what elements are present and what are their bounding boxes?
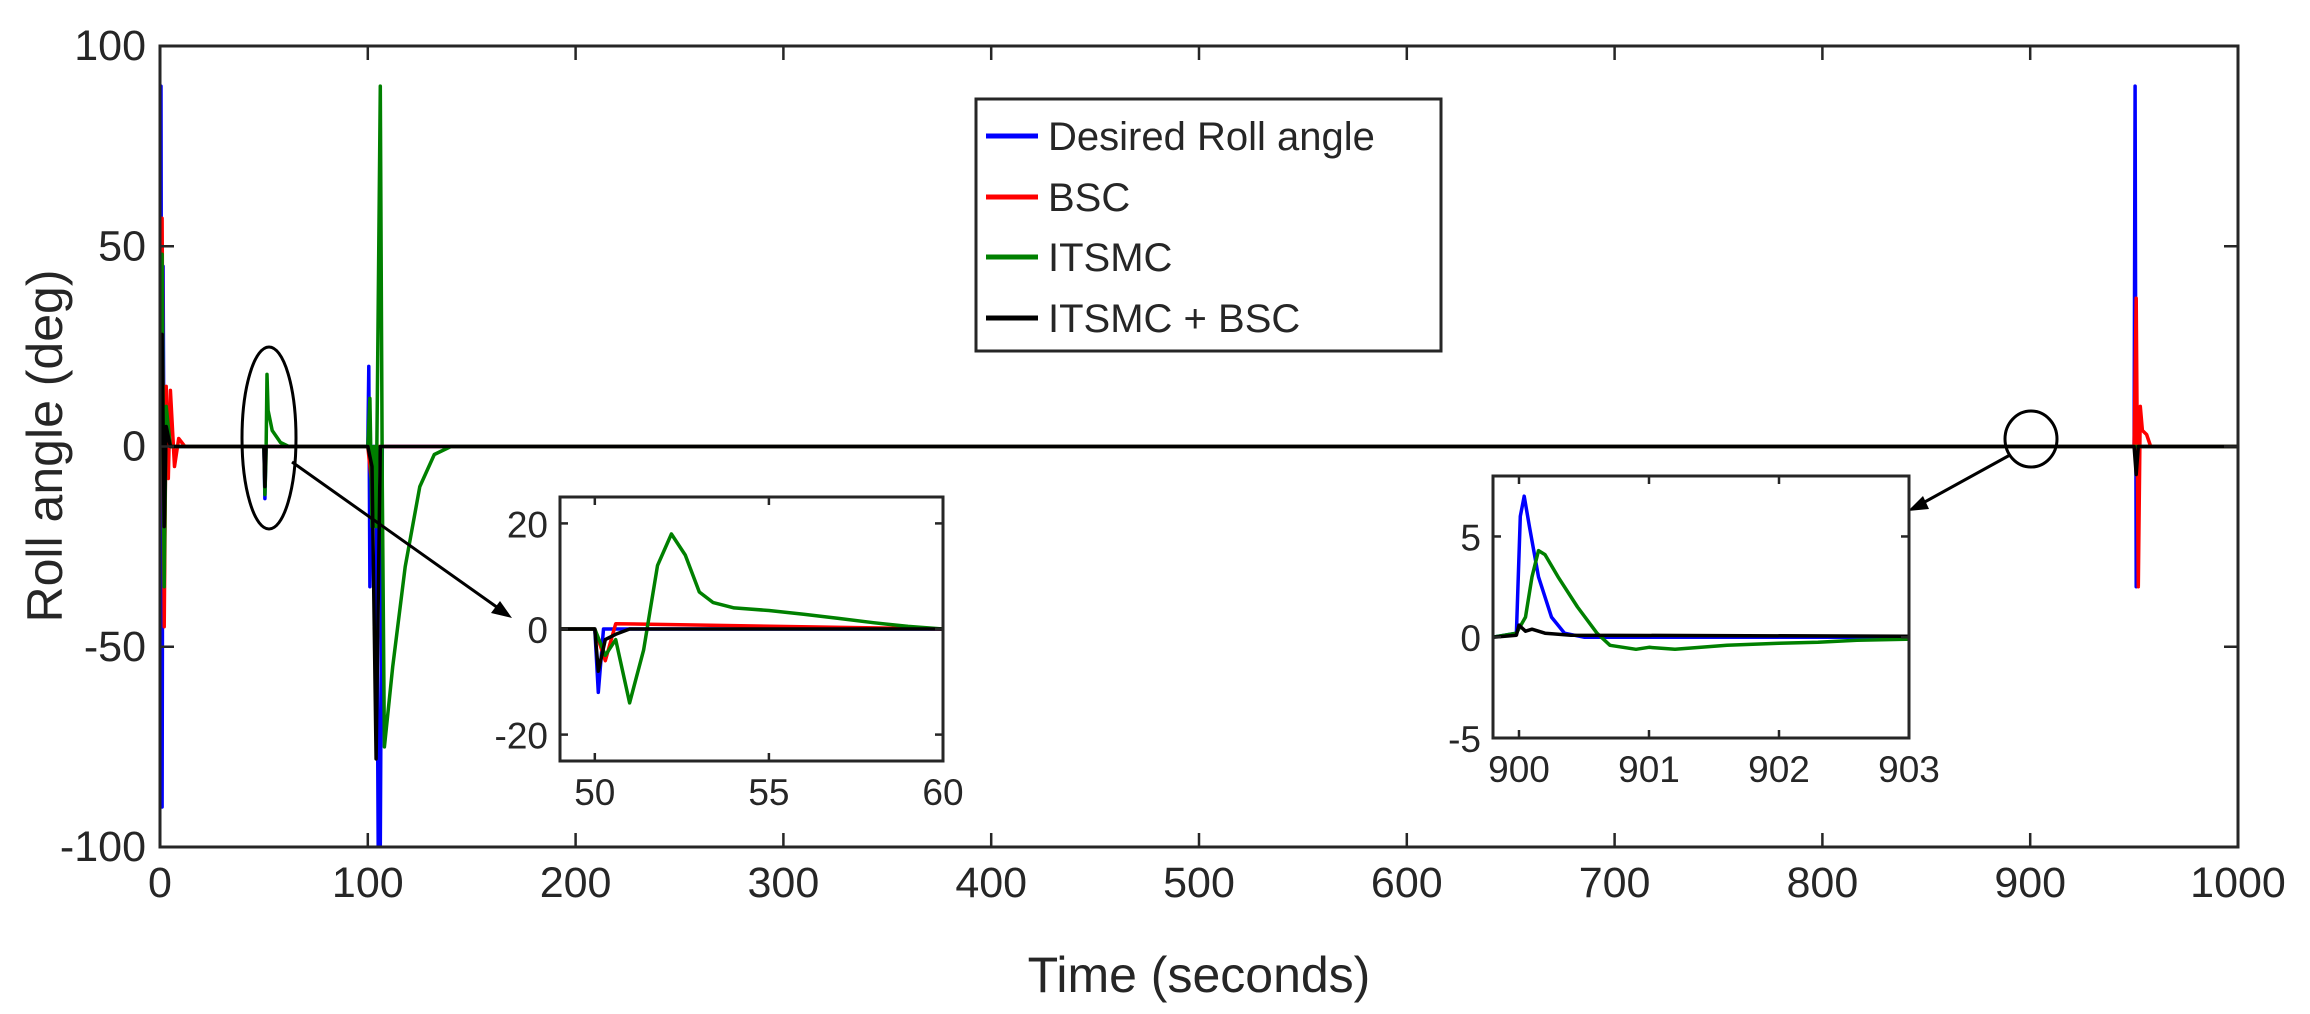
- inset-900-903-ytick-label: 5: [1460, 517, 1481, 558]
- inset-900-903-ytick-label: 0: [1460, 618, 1481, 659]
- inset-50-60-ytick-label: -20: [495, 716, 548, 757]
- main-ytick-label: -50: [84, 623, 146, 671]
- inset-900-903-series-itsmc-bsc: [1493, 623, 1909, 639]
- main-xtick-label: 900: [1994, 859, 2066, 907]
- inset-900-903-xtick-label: 903: [1878, 749, 1940, 790]
- inset-900-903-xtick-label: 902: [1748, 749, 1810, 790]
- inset-900-903-xtick-label: 901: [1618, 749, 1680, 790]
- main-ytick-label: 0: [122, 423, 146, 471]
- legend-label-itsmc: ITSMC: [1048, 236, 1172, 280]
- zoom-arrowhead-50s: [491, 601, 512, 618]
- zoom-annotations: [240, 345, 2059, 618]
- zoom-ellipse-900s: [2003, 409, 2059, 469]
- inset-50-60-series-itsmc-bsc: [560, 627, 943, 673]
- main-ytick-label: 100: [74, 22, 146, 70]
- main-ytick-label: -100: [60, 823, 146, 871]
- zoom-arrow-50s: [291, 460, 509, 617]
- x-axis-title: Time (seconds): [1028, 947, 1371, 1003]
- main-plot: 0 100 200 300 400 500 600 700 800 900 1000-100-500…: [60, 22, 2286, 907]
- inset-50-60-xtick-label: 60: [922, 772, 963, 813]
- legend-box: [974, 97, 1443, 353]
- zoom-arrow-900s: [1911, 453, 2011, 511]
- main-xtick-label: 200: [540, 859, 612, 907]
- main-xtick-label: 1000: [2190, 859, 2286, 907]
- inset-50-60-series-group: [560, 532, 943, 705]
- main-xtick-label: 0: [148, 859, 172, 907]
- zoom-arrowhead-900s: [1908, 496, 1929, 511]
- legend: Desired Roll angle BSC ITSMC ITSMC + BSC: [974, 97, 1443, 353]
- zoom-ellipse-50s: [240, 345, 298, 531]
- inset-50-60-xtick-label: 50: [574, 772, 615, 813]
- inset-50-60-ytick-label: 0: [527, 610, 548, 651]
- main-series-group: [160, 84, 2238, 847]
- inset-900-903-ytick-label: -5: [1448, 719, 1481, 760]
- inset-50-60-ytick-label: 20: [507, 504, 548, 545]
- inset-900-903-xtick-label: 900: [1488, 749, 1550, 790]
- main-xtick-label: 600: [1371, 859, 1443, 907]
- inset-900-903-series-group: [1493, 494, 1909, 652]
- main-xtick-label: 300: [748, 859, 820, 907]
- y-axis-title: Roll angle (deg): [17, 270, 73, 623]
- main-xtick-label: 500: [1163, 859, 1235, 907]
- inset-plot-900-903: 900 901 902 903 -5 0 5: [1448, 474, 1940, 790]
- inset-900-903-series-itsmc: [1493, 548, 1909, 652]
- main-xtick-label: 400: [955, 859, 1027, 907]
- inset-900-903-background: [1493, 476, 1909, 738]
- legend-label-desired: Desired Roll angle: [1048, 115, 1375, 159]
- inset-900-903-frame: [1491, 474, 1911, 740]
- main-xtick-label: 700: [1579, 859, 1651, 907]
- inset-plot-50-60: 50 55 60 -20 0 20: [495, 495, 964, 813]
- main-xtick-label: 100: [332, 859, 404, 907]
- inset-50-60-xtick-label: 55: [748, 772, 789, 813]
- main-xtick-label: 800: [1787, 859, 1859, 907]
- legend-label-itsmc-bsc: ITSMC + BSC: [1048, 297, 1300, 341]
- inset-50-60-ticks-group: 50 55 60 -20 0 20: [495, 497, 964, 813]
- main-ticks-group: 0 100 200 300 400 500 600 700 800 900 1000-100-500…: [60, 22, 2286, 907]
- inset-900-903-ticks-group: 900 901 902 903 -5 0 5: [1448, 476, 1940, 790]
- inset-50-60-series-itsmc: [560, 532, 943, 705]
- main-series-itsmc-bsc: [160, 332, 2238, 761]
- main-ytick-label: 50: [98, 222, 146, 270]
- legend-label-bsc: BSC: [1048, 176, 1130, 220]
